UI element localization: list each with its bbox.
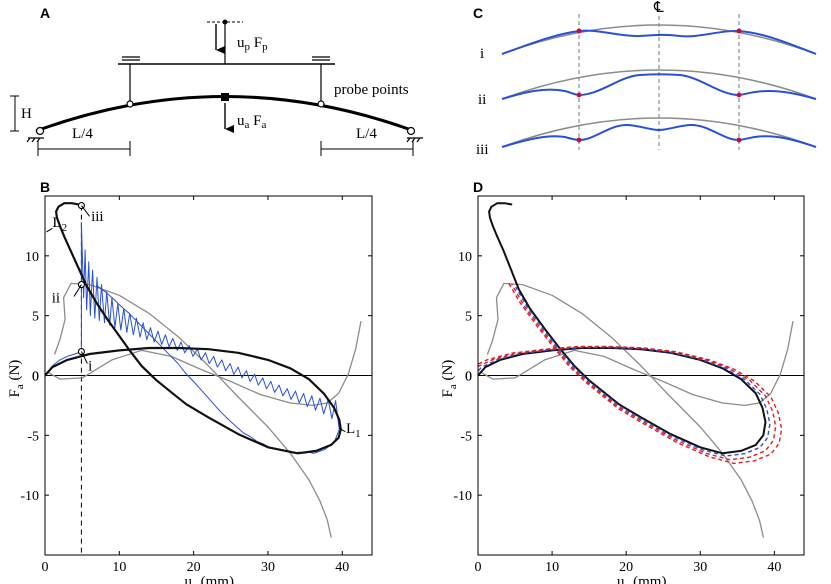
chart-b-ytick-label--10: -10 bbox=[20, 489, 39, 504]
mode-ii-reference-arch bbox=[501, 69, 817, 100]
left-probe-bearing-icon bbox=[122, 56, 140, 61]
mode-ii-left-probe-point bbox=[576, 92, 582, 98]
height-label: H bbox=[21, 106, 32, 122]
chart-b-xtick-label-30: 30 bbox=[261, 560, 275, 575]
chart-d-series-gray-path-right bbox=[479, 320, 794, 407]
mode-i-left-probe-point bbox=[576, 28, 582, 34]
chart-b-annotation-4: L1 bbox=[346, 421, 361, 440]
mode-iii-left-probe-point bbox=[576, 137, 582, 143]
panel-c-mode-shapes: C ℄ i ii iii bbox=[473, 0, 817, 158]
chart-d-ytick-label--10: -10 bbox=[453, 489, 472, 504]
chart-b-leader-iii bbox=[81, 205, 90, 217]
chart-d-xlabel: ua (mm) bbox=[617, 574, 666, 584]
chart-b-xtick-label-0: 0 bbox=[42, 560, 49, 575]
right-probe-bearing-icon bbox=[312, 56, 330, 61]
chart-b-ytick-label--5: -5 bbox=[27, 429, 39, 444]
apex-force-label: ua Fa bbox=[237, 113, 266, 131]
panel-label-d: D bbox=[473, 179, 483, 195]
chart-d-loop-inner-red bbox=[478, 283, 777, 461]
mode-label-ii: ii bbox=[478, 92, 486, 108]
panel-a-arch-schematic: A up Fp ua bbox=[10, 5, 423, 156]
probe-force-label: up Fp bbox=[237, 35, 268, 53]
panel-label-b: B bbox=[40, 179, 50, 195]
chart-b-series-equilibrium-path bbox=[45, 202, 342, 455]
chart-d-ylabel: Fa (N) bbox=[440, 360, 459, 398]
chart-b-leader-i bbox=[80, 351, 88, 364]
mode-label-iii: iii bbox=[476, 142, 489, 158]
chart-b-annotation-0: L2 bbox=[52, 215, 67, 234]
chart-b-series-blue-sawtooth bbox=[45, 221, 340, 454]
right-quarter-dimension bbox=[320, 141, 414, 156]
chart-d-xtick-label-10: 10 bbox=[545, 560, 559, 575]
chart-d-ytick-label-5: 5 bbox=[465, 310, 472, 325]
chart-d-series-equilibrium-path bbox=[478, 202, 767, 455]
chart-d-ytick-label--5: -5 bbox=[460, 429, 472, 444]
centerline-symbol: ℄ bbox=[653, 0, 664, 16]
left-support-icon bbox=[26, 126, 45, 143]
chart-d-xtick-label-40: 40 bbox=[767, 560, 781, 575]
panel-label-c: C bbox=[473, 5, 483, 21]
left-quarter-dimension bbox=[37, 141, 131, 156]
chart-b-annotation-2: ii bbox=[52, 291, 60, 307]
chart-d-xtick-label-30: 30 bbox=[693, 560, 707, 575]
chart-b-annotation-3: i bbox=[88, 359, 92, 375]
chart-b-series-gray-path-right bbox=[46, 320, 362, 407]
chart-d-loop-outer-red bbox=[478, 281, 783, 465]
chart-d-xtick-label-20: 20 bbox=[619, 560, 633, 575]
chart-b-ylabel: Fa (N) bbox=[7, 360, 26, 398]
chart-b-annotation-1: iii bbox=[91, 209, 104, 225]
chart-b-ytick-label-5: 5 bbox=[32, 310, 39, 325]
chart-b-ytick-label-0: 0 bbox=[32, 370, 39, 385]
mode-iii-reference-arch bbox=[501, 117, 817, 148]
mode-i-deformed-shape bbox=[501, 29, 817, 55]
chart-b-xtick-label-10: 10 bbox=[112, 560, 126, 575]
chart-d-plot-area bbox=[478, 202, 794, 538]
right-probe-point bbox=[317, 100, 325, 108]
mode-i-reference-arch bbox=[501, 24, 817, 55]
chart-b-plot-area bbox=[45, 202, 362, 555]
left-quarter-label: L/4 bbox=[72, 126, 93, 142]
mode-label-i: i bbox=[480, 46, 484, 62]
mode-iii-deformed-shape bbox=[501, 123, 817, 148]
apex-marker bbox=[221, 93, 229, 101]
height-dimension bbox=[10, 95, 19, 132]
probe-points-label: probe points bbox=[334, 82, 409, 98]
chart-d-series-gray-path-left bbox=[486, 282, 764, 538]
chart-b-leader-l2 bbox=[46, 227, 53, 233]
mode-iii-right-probe-point bbox=[736, 137, 742, 143]
chart-d-xtick-label-0: 0 bbox=[475, 560, 482, 575]
chart-b-leader-ii bbox=[73, 284, 82, 297]
mode-ii-deformed-shape bbox=[501, 73, 817, 100]
chart-d-ytick-label-0: 0 bbox=[465, 370, 472, 385]
chart-b-xlabel: ua (mm) bbox=[185, 574, 234, 584]
chart-d-ytick-label-10: 10 bbox=[458, 250, 472, 265]
panel-label-a: A bbox=[40, 5, 50, 21]
chart-b-xtick-label-20: 20 bbox=[187, 560, 201, 575]
chart-b-leader-l1 bbox=[339, 427, 346, 433]
right-support-icon bbox=[406, 126, 423, 143]
mode-i-right-probe-point bbox=[736, 28, 742, 34]
chart-b-series-gray-path-left bbox=[54, 282, 332, 538]
chart-b-xtick-label-40: 40 bbox=[335, 560, 349, 575]
right-quarter-label: L/4 bbox=[356, 126, 377, 142]
chart-b-ytick-label-0: 0 bbox=[32, 370, 39, 385]
mode-ii-right-probe-point bbox=[736, 92, 742, 98]
chart-d-ytick-label-0: 0 bbox=[465, 370, 472, 385]
left-probe-point bbox=[126, 100, 134, 108]
chart-d-loop-inner-blue bbox=[478, 286, 771, 457]
chart-b-ytick-label-10: 10 bbox=[25, 250, 39, 265]
